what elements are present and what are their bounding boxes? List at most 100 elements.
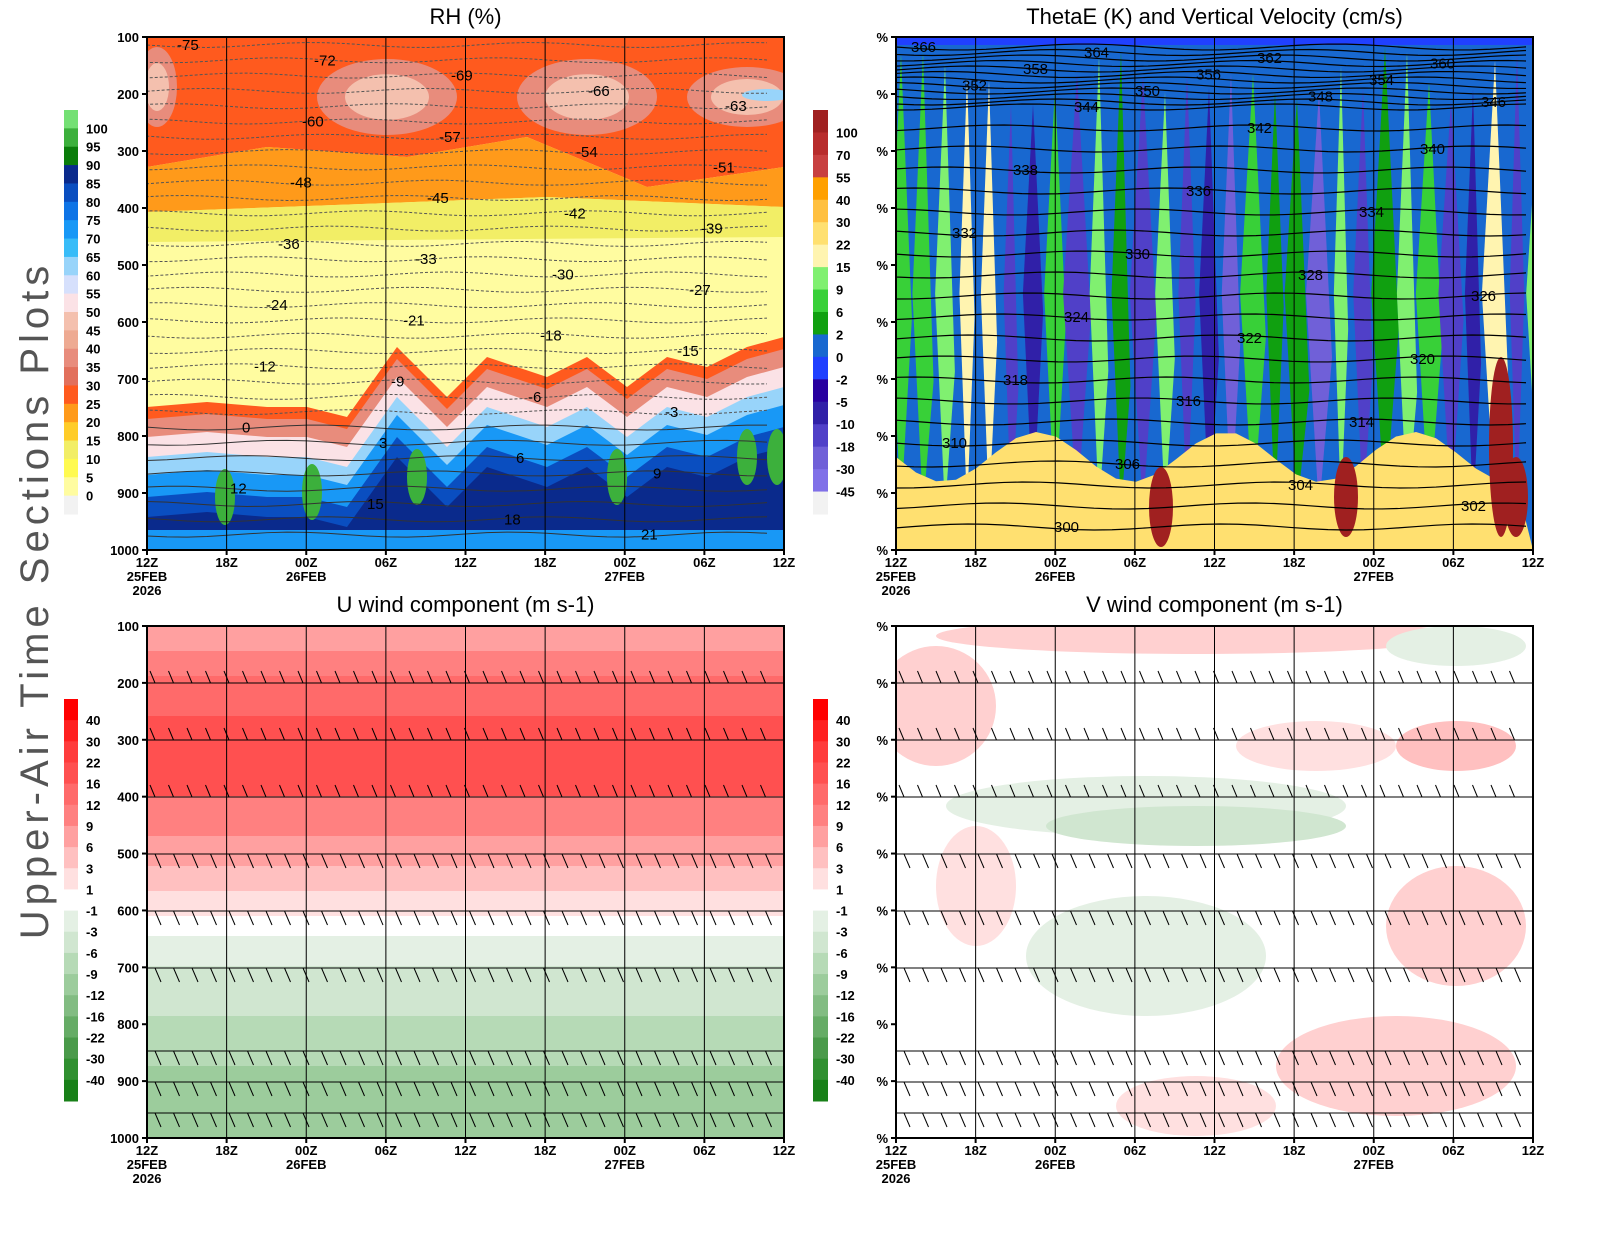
wind-barb bbox=[284, 853, 291, 869]
colorbar-swatch bbox=[64, 995, 78, 1017]
wind-barb bbox=[469, 910, 476, 926]
wind-barb bbox=[1421, 626, 1422, 627]
wind-barb bbox=[209, 626, 211, 627]
wind-barb bbox=[1439, 626, 1441, 627]
wind-barb bbox=[1513, 626, 1515, 627]
colorbar-label: -10 bbox=[836, 417, 855, 432]
wind-barb bbox=[765, 1050, 772, 1066]
wind-barb bbox=[1402, 626, 1404, 627]
wind-barb bbox=[598, 626, 599, 627]
wind-barb bbox=[635, 853, 643, 869]
wind-barb bbox=[598, 1081, 606, 1097]
colorbar-swatch bbox=[64, 741, 78, 763]
contour-label: -60 bbox=[302, 114, 324, 131]
wind-barb bbox=[1292, 1081, 1299, 1097]
wind-barb bbox=[991, 670, 997, 684]
temperature-contour bbox=[147, 439, 768, 446]
x-tick-label: 12Z bbox=[1522, 555, 1544, 570]
y-tick-label: 400 bbox=[117, 790, 139, 805]
wind-barb bbox=[1199, 1081, 1207, 1097]
wind-barb bbox=[1014, 967, 1022, 983]
x-date-label: 25FEB bbox=[876, 569, 916, 584]
wind-barb bbox=[1514, 1050, 1521, 1066]
wind-barb bbox=[1458, 1081, 1466, 1097]
y-tick-label: 500 bbox=[117, 847, 139, 862]
wind-barb bbox=[284, 1112, 291, 1128]
contour-label: -51 bbox=[713, 159, 735, 176]
wind-barb bbox=[168, 784, 174, 798]
wind-barb bbox=[265, 853, 273, 869]
colorbar-swatch bbox=[64, 783, 78, 806]
wind-barb bbox=[1514, 1081, 1521, 1097]
wind-barb bbox=[395, 1081, 402, 1097]
wind-barb bbox=[686, 670, 692, 684]
wind-barb bbox=[630, 670, 637, 684]
x-date-label: 26FEB bbox=[1035, 1157, 1075, 1172]
wind-barb bbox=[469, 967, 476, 983]
wind-barb bbox=[358, 910, 365, 926]
rh-moist-core bbox=[302, 464, 322, 520]
wind-barb bbox=[1421, 1112, 1429, 1128]
wind-barb bbox=[1292, 853, 1299, 869]
wind-barb bbox=[316, 670, 322, 684]
wind-barb bbox=[1065, 670, 1071, 684]
wind-barb bbox=[1157, 784, 1164, 798]
wind-barb bbox=[593, 784, 600, 798]
wind-barb bbox=[1384, 626, 1385, 627]
y-tick-label: 700 bbox=[117, 372, 139, 387]
x-tick-label: 06Z bbox=[1442, 555, 1464, 570]
contour-label: 322 bbox=[1237, 330, 1262, 347]
x-tick-label: 12Z bbox=[136, 555, 158, 570]
wind-barb bbox=[1176, 784, 1182, 798]
wind-barb bbox=[1292, 1112, 1299, 1128]
colorbar-swatch bbox=[64, 1058, 78, 1081]
wind-barb bbox=[427, 670, 433, 684]
wind-barb bbox=[191, 1112, 199, 1128]
contour-label: 342 bbox=[1247, 120, 1272, 137]
colorbar-label: 80 bbox=[86, 195, 100, 210]
colorbar-label: 0 bbox=[836, 350, 843, 365]
wind-barb bbox=[764, 626, 766, 627]
wind-barb bbox=[1009, 670, 1016, 684]
wind-barb bbox=[672, 1112, 680, 1128]
contour-label: 362 bbox=[1257, 50, 1282, 67]
colorbar-label: 1 bbox=[86, 882, 93, 897]
wind-barb bbox=[408, 727, 415, 741]
wind-barb bbox=[334, 784, 341, 798]
wind-barb bbox=[1125, 853, 1133, 869]
thetae-contour bbox=[896, 98, 1527, 106]
wind-barb bbox=[210, 1050, 217, 1066]
wind-barb bbox=[672, 1050, 680, 1066]
contour-label: 15 bbox=[367, 496, 384, 513]
x-tick-label: 18Z bbox=[215, 555, 237, 570]
wind-barb bbox=[297, 670, 304, 684]
wind-barb bbox=[210, 910, 217, 926]
wind-barb bbox=[450, 1050, 458, 1066]
colorbar-label: -22 bbox=[836, 1031, 855, 1046]
wind-barb bbox=[543, 1081, 550, 1097]
rh-moist-core bbox=[737, 429, 757, 485]
wind-barb bbox=[954, 670, 960, 684]
x-tick-label: 12Z bbox=[773, 555, 795, 570]
wind-barb bbox=[686, 727, 692, 741]
wind-barb bbox=[903, 1050, 911, 1066]
wind-barb bbox=[247, 853, 254, 869]
wind-barb bbox=[649, 727, 655, 741]
contour-label: -6 bbox=[528, 389, 541, 406]
wind-barb bbox=[1250, 784, 1256, 798]
wind-barb bbox=[959, 910, 966, 926]
y-tick-label: % bbox=[876, 960, 888, 975]
wind-barb bbox=[1046, 670, 1053, 684]
wind-barb bbox=[506, 910, 513, 926]
wind-barb bbox=[922, 853, 929, 869]
y-tick-label: 400 bbox=[117, 201, 139, 216]
colorbar-swatch bbox=[64, 293, 78, 313]
wind-barb bbox=[746, 853, 754, 869]
wind-barb bbox=[765, 1081, 772, 1097]
wind-barb bbox=[1181, 853, 1188, 869]
colorbar-label: -18 bbox=[836, 440, 855, 455]
wind-barb bbox=[580, 1112, 587, 1128]
wind-barb bbox=[297, 784, 304, 798]
wind-barb bbox=[371, 784, 378, 798]
